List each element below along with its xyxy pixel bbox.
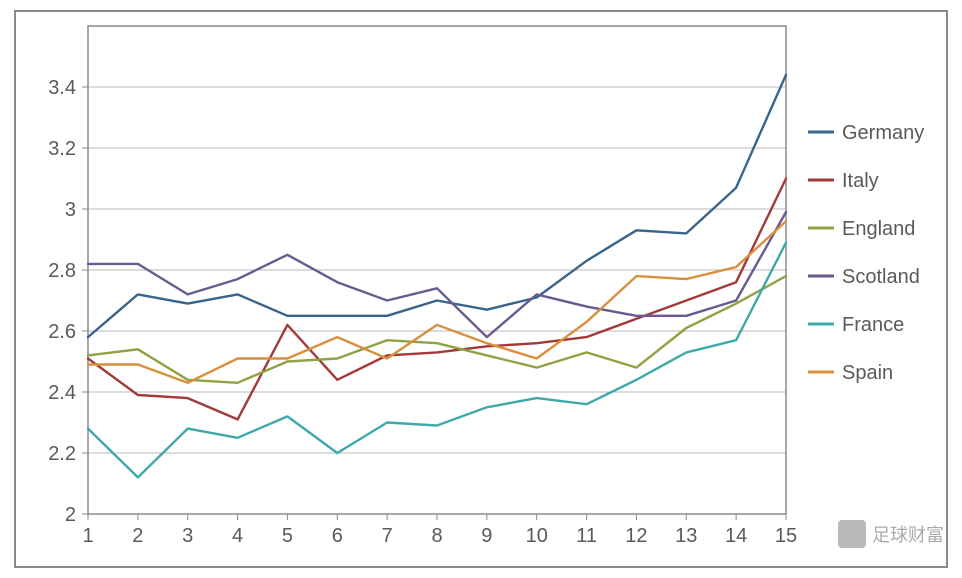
x-tick-label: 3 xyxy=(182,525,193,547)
y-tick-label: 2.4 xyxy=(48,382,76,404)
legend-label: Scotland xyxy=(842,266,920,288)
x-tick-label: 10 xyxy=(526,525,548,547)
legend-label: England xyxy=(842,218,915,240)
series-line xyxy=(88,179,786,420)
x-tick-label: 13 xyxy=(675,525,697,547)
y-tick-label: 3.4 xyxy=(48,77,76,99)
legend-label: France xyxy=(842,314,904,336)
x-tick-label: 6 xyxy=(332,525,343,547)
x-tick-label: 8 xyxy=(431,525,442,547)
x-tick-label: 1 xyxy=(82,525,93,547)
x-tick-label: 4 xyxy=(232,525,243,547)
y-tick-label: 3 xyxy=(65,199,76,221)
x-tick-label: 7 xyxy=(382,525,393,547)
series-line xyxy=(88,212,786,337)
x-tick-label: 5 xyxy=(282,525,293,547)
x-tick-label: 15 xyxy=(775,525,797,547)
x-tick-label: 11 xyxy=(576,525,597,547)
legend-label: Germany xyxy=(842,122,924,144)
y-tick-label: 2.6 xyxy=(48,321,76,343)
x-tick-label: 9 xyxy=(481,525,492,547)
x-tick-label: 2 xyxy=(132,525,143,547)
legend-label: Spain xyxy=(842,362,893,384)
chart-container: 22.22.42.62.833.23.412345678910111213141… xyxy=(14,10,948,568)
y-tick-label: 2 xyxy=(65,504,76,526)
chart-svg: 22.22.42.62.833.23.412345678910111213141… xyxy=(16,12,946,566)
x-tick-label: 12 xyxy=(625,525,647,547)
y-tick-label: 3.2 xyxy=(48,138,76,160)
x-tick-label: 14 xyxy=(725,525,747,547)
series-line xyxy=(88,75,786,337)
y-tick-label: 2.8 xyxy=(48,260,76,282)
legend-label: Italy xyxy=(842,170,879,192)
y-tick-label: 2.2 xyxy=(48,443,76,465)
